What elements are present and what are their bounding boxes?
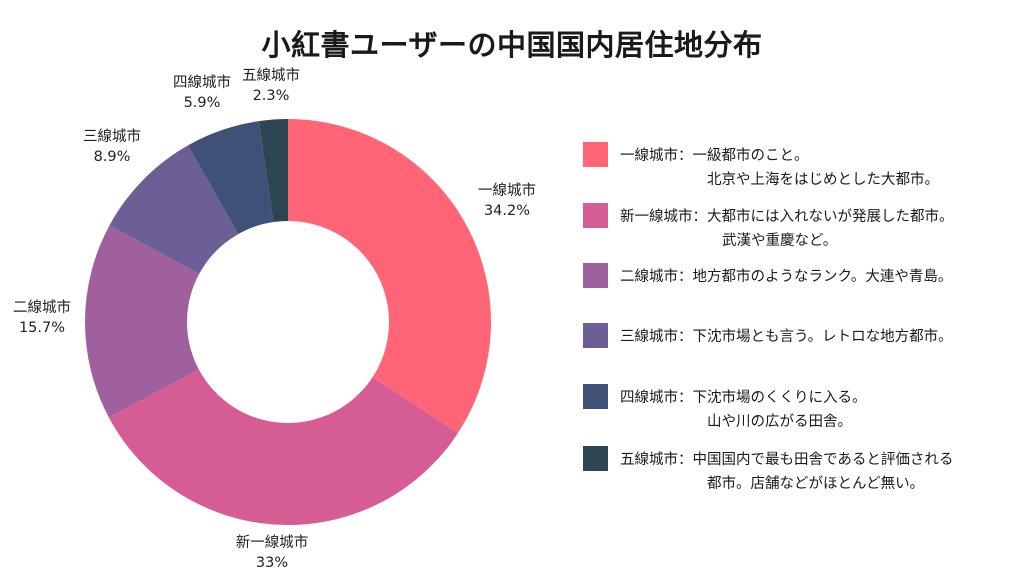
legend-swatch [583, 142, 608, 167]
legend-swatch [583, 203, 608, 228]
legend-line2: 山や川の広がる田舎。 [707, 414, 852, 430]
slice-label-5: 四線城市 5.9% [173, 74, 231, 111]
slice-1 [288, 119, 491, 433]
slice-value: 15.7% [19, 320, 65, 336]
slice-label-1: 一線城市 34.2% [478, 182, 536, 219]
legend-swatch [583, 446, 608, 471]
chart-title: 小紅書ユーザーの中国国内居住地分布 [261, 28, 763, 62]
legend-line1: 二線城市：地方都市のようなランク。大連や青島。 [620, 269, 953, 285]
slice-label-6: 五線城市 2.3% [242, 67, 300, 104]
slice-6 [258, 119, 288, 223]
legend-swatch [583, 263, 608, 288]
legend-line1: 新一線城市：大都市には入れないが発展した都市。 [620, 209, 954, 225]
slice-value: 2.3% [253, 88, 290, 104]
legend-line1: 一線城市：一級都市のこと。 [620, 148, 809, 164]
legend-swatch [583, 323, 608, 348]
slice-name: 四線城市 [173, 74, 231, 91]
slices-group [85, 119, 491, 526]
slice-name: 新一線城市 [236, 534, 309, 551]
slice-name: 三線城市 [83, 128, 141, 145]
legend-line1: 三線城市：下沈市場とも言う。レトロな地方都市。 [620, 329, 953, 345]
legend-line2: 北京や上海をはじめとした大都市。 [707, 172, 939, 188]
slice-name: 五線城市 [242, 67, 300, 84]
slice-label-2: 新一線城市 33% [236, 534, 309, 571]
slice-2 [108, 369, 459, 526]
slice-name: 一線城市 [478, 182, 536, 199]
legend-line1: 五線城市：中国国内で最も田舎であると評価される [620, 452, 954, 468]
slice-5 [187, 121, 274, 235]
slice-4 [109, 145, 239, 274]
slice-labels-group: 一線城市 34.2% 新一線城市 33% 二線城市 15.7% 三線城市 8.9% 四線城市 5.… [13, 67, 536, 571]
legend-line1: 四線城市：下沈市場のくくりに入る。 [620, 390, 867, 406]
slice-label-4: 三線城市 8.9% [83, 128, 141, 165]
slice-name: 二線城市 [13, 299, 71, 316]
slice-value: 33% [256, 555, 288, 571]
slice-value: 8.9% [94, 149, 131, 165]
slice-value: 34.2% [484, 203, 530, 219]
legend-line2: 都市。店舗などがほとんど無い。 [707, 476, 925, 492]
donut-chart: 一線城市 34.2% 新一線城市 33% 二線城市 15.7% 三線城市 8.9% 四線城市 5.… [13, 67, 536, 571]
slice-3 [85, 225, 200, 418]
slice-label-3: 二線城市 15.7% [13, 299, 71, 336]
legend-line2: 武漢や重慶など。 [722, 233, 838, 249]
slice-value: 5.9% [184, 95, 221, 111]
legend-swatch [583, 384, 608, 409]
